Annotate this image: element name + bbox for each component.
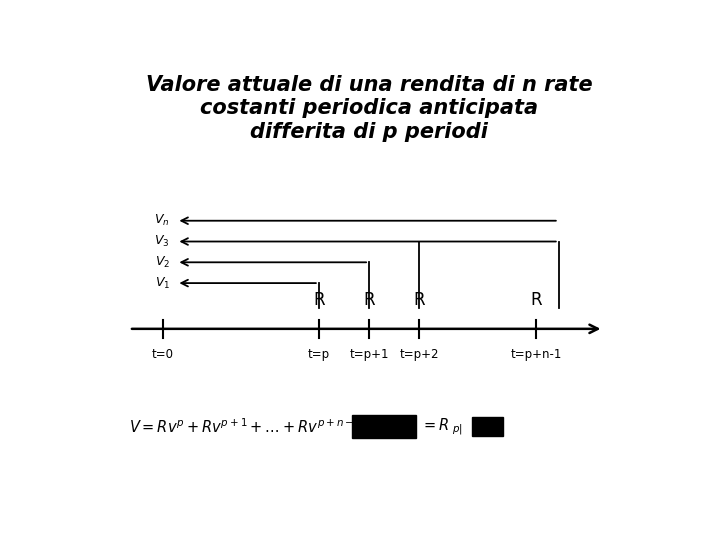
Text: t=p+2: t=p+2 [400, 348, 439, 361]
Bar [472, 417, 503, 436]
Text: t=0: t=0 [151, 348, 174, 361]
Text: R: R [363, 291, 375, 309]
Text: t=p: t=p [307, 348, 330, 361]
Text: $V_{n}$: $V_{n}$ [154, 213, 170, 228]
Text: t=p+1: t=p+1 [349, 348, 389, 361]
Text: $V_{2}$: $V_{2}$ [155, 255, 170, 270]
Text: $=R_{\ p|}$: $=R_{\ p|}$ [421, 416, 463, 437]
Text: $V = Rv^p+Rv^{p+1}+\ldots+Rv^{p+n-1}=$: $V = Rv^p+Rv^{p+1}+\ldots+Rv^{p+n-1}=$ [129, 417, 378, 436]
Text: R: R [413, 291, 425, 309]
Text: $V_{3}$: $V_{3}$ [154, 234, 170, 249]
Text: $V_{1}$: $V_{1}$ [155, 275, 170, 291]
Text: R: R [531, 291, 542, 309]
Text: Valore attuale di una rendita di n rate
costanti periodica anticipata
differita : Valore attuale di una rendita di n rate … [145, 75, 593, 141]
Bar [352, 415, 416, 438]
Text: R: R [313, 291, 325, 309]
Text: t=p+n-1: t=p+n-1 [510, 348, 562, 361]
